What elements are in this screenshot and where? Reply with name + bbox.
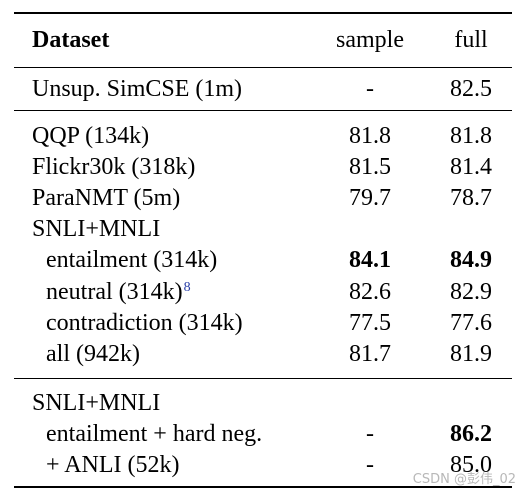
sample-value: - — [366, 76, 374, 102]
dataset-name: ParaNMT (5m) — [32, 185, 181, 211]
sample-value: 77.5 — [349, 310, 391, 336]
dataset-name: neutral (314k) — [46, 279, 183, 305]
table-row: neutral (314k)8 82.6 82.9 — [0, 276, 526, 308]
header-sample: sample — [336, 27, 404, 53]
full-value: 81.9 — [450, 341, 492, 367]
section-rule — [14, 378, 512, 379]
header-rule — [14, 67, 512, 68]
dataset-name: entailment + hard neg. — [46, 421, 263, 447]
table-row: all (942k) 81.7 81.9 — [0, 338, 526, 370]
footnote-marker[interactable]: 8 — [183, 280, 191, 296]
sample-value: 84.1 — [349, 247, 391, 273]
table-row: QQP (134k) 81.8 81.8 — [0, 120, 526, 152]
dataset-name: Flickr30k (318k) — [32, 154, 196, 180]
dataset-name: Unsup. SimCSE (1m) — [32, 76, 243, 102]
table-row: entailment (314k) 84.1 84.9 — [0, 244, 526, 276]
watermark-text: CSDN @彭伟_02 — [412, 472, 516, 487]
table-row: contradiction (314k) 77.5 77.6 — [0, 307, 526, 339]
dataset-name: QQP (134k) — [32, 123, 150, 149]
sample-value: 81.7 — [349, 341, 391, 367]
dataset-name: entailment (314k) — [46, 247, 218, 273]
dataset-group-name: SNLI+MNLI — [32, 216, 161, 242]
sample-value: 81.8 — [349, 123, 391, 149]
full-value: 81.8 — [450, 123, 492, 149]
full-value: 85.0 — [450, 452, 492, 478]
full-value: 86.2 — [450, 421, 492, 447]
table-header-row: Dataset sample full — [0, 24, 526, 56]
section-rule — [14, 110, 512, 111]
sample-value: 82.6 — [349, 279, 391, 305]
table-row: Unsup. SimCSE (1m) - 82.5 — [0, 73, 526, 105]
dataset-name-cell: neutral (314k)8 — [46, 276, 191, 308]
sample-value: - — [366, 452, 374, 478]
table-top-rule — [14, 12, 512, 14]
full-value: 82.5 — [450, 76, 492, 102]
full-value: 78.7 — [450, 185, 492, 211]
full-value: 81.4 — [450, 154, 492, 180]
full-value: 84.9 — [450, 247, 492, 273]
header-dataset: Dataset — [32, 27, 110, 53]
table-bottom-rule — [14, 486, 512, 488]
dataset-name: all (942k) — [46, 341, 140, 367]
sample-value: - — [366, 421, 374, 447]
table-row: + ANLI (52k) - 85.0 — [0, 449, 526, 481]
table-row: SNLI+MNLI — [0, 213, 526, 245]
table-row: ParaNMT (5m) 79.7 78.7 — [0, 182, 526, 214]
full-value: 77.6 — [450, 310, 492, 336]
table-row: entailment + hard neg. - 86.2 — [0, 418, 526, 450]
sample-value: 79.7 — [349, 185, 391, 211]
dataset-name: + ANLI (52k) — [46, 452, 180, 478]
table-row: Flickr30k (318k) 81.5 81.4 — [0, 151, 526, 183]
dataset-group-name: SNLI+MNLI — [32, 390, 161, 416]
table-row: SNLI+MNLI — [0, 387, 526, 419]
sample-value: 81.5 — [349, 154, 391, 180]
full-value: 82.9 — [450, 279, 492, 305]
dataset-name: contradiction (314k) — [46, 310, 243, 336]
header-full: full — [454, 27, 488, 53]
